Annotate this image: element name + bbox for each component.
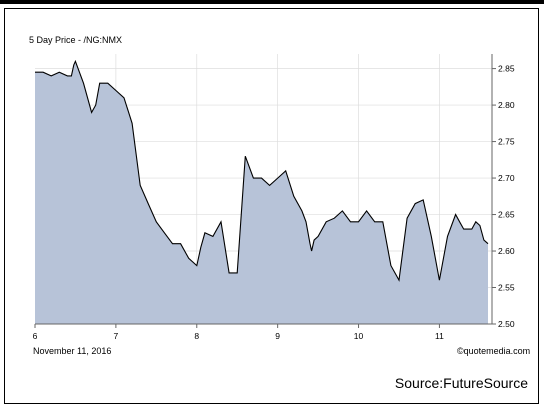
source-note: Source:FutureSource (394, 375, 528, 391)
y-axis-ticks: 2.85 2.80 2.75 2.70 2.65 2.60 2.55 2.50 (492, 64, 515, 329)
y-tick-label: 2.55 (498, 283, 515, 293)
quotemedia-logo: ©quotemedia.com (457, 346, 530, 356)
chart-frame: 5 Day Price - /NG:NMX 2.85 2.80 2.75 2.70 2.… (4, 8, 539, 404)
y-tick-label: 2.70 (498, 173, 515, 183)
x-tick-label: 7 (114, 331, 119, 341)
y-tick-label: 2.50 (498, 319, 515, 329)
y-tick-label: 2.60 (498, 246, 515, 256)
chart-title: 5 Day Price - /NG:NMX (29, 35, 122, 45)
x-tick-label: 8 (194, 331, 199, 341)
price-line (35, 59, 489, 282)
price-area (35, 61, 488, 325)
y-tick-label: 2.75 (498, 137, 515, 147)
y-tick-label: 2.65 (498, 210, 515, 220)
y-tick-label: 2.85 (498, 64, 515, 74)
x-tick-label: 9 (275, 331, 280, 341)
x-tick-label: 11 (435, 331, 444, 341)
date-caption: November 11, 2016 (33, 346, 111, 356)
top-border-bar (0, 0, 544, 4)
x-tick-label: 6 (33, 331, 38, 341)
x-axis-ticks: 6 7 8 9 10 11 (33, 324, 444, 341)
price-chart: 5 Day Price - /NG:NMX 2.852.802.752.702.… (29, 35, 530, 356)
x-tick-label: 10 (354, 331, 364, 341)
y-tick-label: 2.80 (498, 100, 515, 110)
